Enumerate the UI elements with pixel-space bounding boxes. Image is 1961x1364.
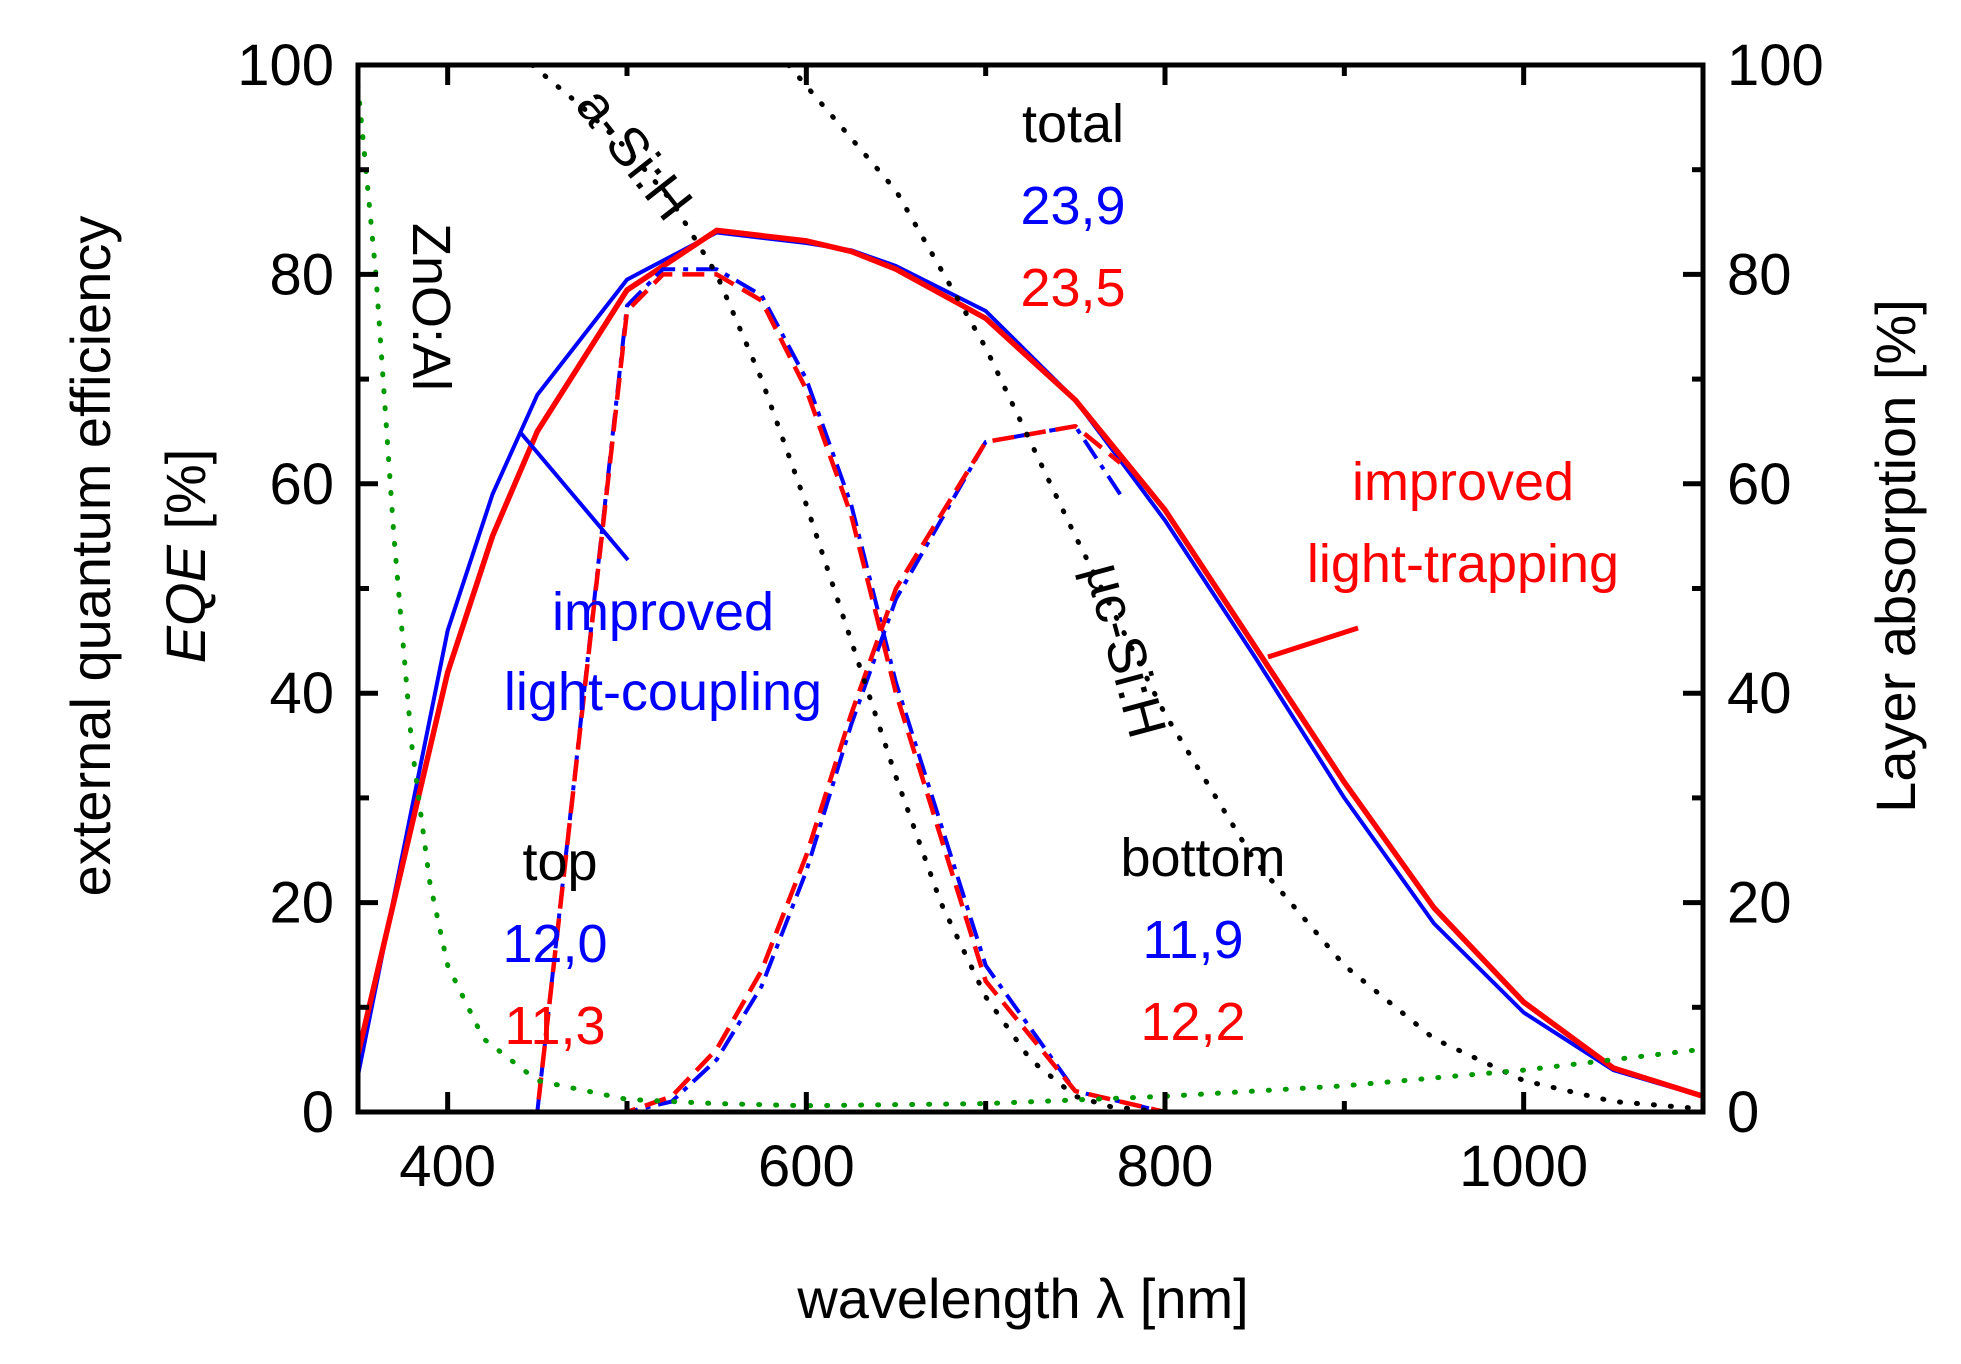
y-tick-label-0: 0 [302, 1080, 334, 1145]
y2-axis-title: Layer absorption [%] [1864, 299, 1927, 813]
series-line-1 [355, 227, 1704, 1099]
series-line-8 [355, 83, 1706, 1109]
y-axis-title-line2: EQE [%] [154, 449, 217, 664]
annot-top-blue: 12,0 [502, 914, 607, 974]
annot-bottom-blue: 11,9 [1142, 910, 1243, 970]
plot-frame [355, 62, 1706, 1115]
y-tick-label-60: 60 [269, 452, 334, 517]
annot-bottom-red: 12,2 [1140, 992, 1245, 1052]
x-tick-label-800: 800 [1117, 1134, 1214, 1199]
series-line-7 [785, 62, 1706, 1112]
pointer-light-trapping [1267, 625, 1359, 660]
annot-top-red: 11,3 [504, 996, 605, 1056]
annot-trapping-line2: light-trapping [1307, 534, 1619, 594]
y-axis-title-eqe: EQE [154, 544, 217, 663]
x-axis-title: wavelength λ [nm] [796, 1267, 1248, 1330]
annot-zno-label: ZnO:Al [401, 223, 461, 391]
y-tick-label-80: 80 [269, 242, 334, 307]
annot-coupling-line1: improved [552, 582, 774, 642]
x-tick-label-1000: 1000 [1459, 1134, 1588, 1199]
y2-tick-label-20: 20 [1727, 871, 1792, 936]
series-line-3 [358, 272, 1166, 1115]
y-tick-label-100: 100 [237, 33, 334, 98]
x-tick-label-600: 600 [758, 1134, 855, 1199]
series-layer [355, 62, 1706, 1115]
annot-coupling-line2: light-coupling [504, 662, 822, 722]
y2-tick-label-100: 100 [1727, 33, 1824, 98]
y-axis-title-unit: [%] [154, 449, 217, 545]
series-line-0 [356, 230, 1704, 1099]
y2-tick-label-0: 0 [1727, 1080, 1759, 1145]
y2-tick-label-60: 60 [1727, 452, 1792, 517]
y-axis-title-line1: external quantum efficiency [59, 216, 122, 897]
y-tick-label-40: 40 [269, 661, 334, 726]
series-line-4 [358, 424, 1122, 1114]
annot-bottom-title: bottom [1120, 828, 1285, 888]
annot-total-title: total [1022, 94, 1124, 154]
pointer-light-coupling [518, 430, 630, 562]
axis-titles: wavelength λ [nm] external quantum effic… [59, 216, 1927, 1330]
y2-tick-label-80: 80 [1727, 242, 1792, 307]
y-tick-label-20: 20 [269, 871, 334, 936]
annot-top-title: top [522, 832, 597, 892]
annot-trapping-line1: improved [1352, 452, 1574, 512]
y2-tick-label-40: 40 [1727, 661, 1792, 726]
annot-total-blue: 23,9 [1020, 176, 1125, 236]
series-line-2 [358, 267, 1166, 1114]
pointer-layer [518, 430, 1359, 660]
annot-total-red: 23,5 [1020, 258, 1125, 318]
x-tick-label-400: 400 [399, 1134, 496, 1199]
